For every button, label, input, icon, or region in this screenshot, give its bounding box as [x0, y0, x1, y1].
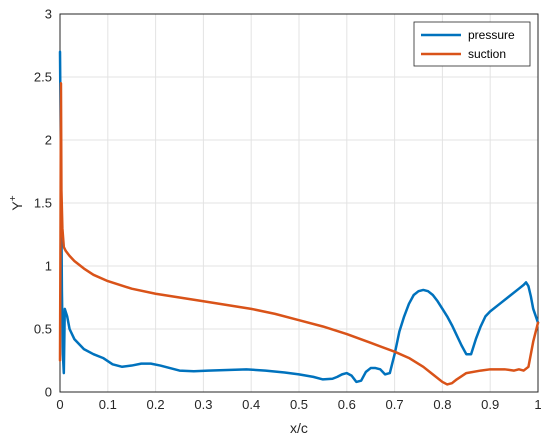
x-tick-label: 0.7 [386, 397, 404, 412]
y-tick-label: 2 [45, 133, 52, 148]
x-tick-label: 1 [534, 397, 541, 412]
x-tick-label: 0.6 [338, 397, 356, 412]
y-tick-label: 0.5 [34, 322, 52, 337]
series-layer [58, 50, 540, 386]
x-tick-label: 0.8 [433, 397, 451, 412]
y-tick-label: 1 [45, 259, 52, 274]
y-axis-label-superscript: + [8, 195, 19, 201]
legend-box [413, 21, 531, 67]
x-tick-label: 0.5 [290, 397, 308, 412]
series-line-pressure [58, 50, 540, 384]
x-tick-label: 0.3 [194, 397, 212, 412]
y-tick-label: 1.5 [34, 196, 52, 211]
legend-label-suction: suction [468, 47, 506, 61]
y-tick-label: 3 [45, 7, 52, 22]
legend: pressure suction [413, 21, 531, 67]
x-tick-label: 0.4 [242, 397, 260, 412]
x-tick-label: 0.2 [147, 397, 165, 412]
series-line-suction [58, 82, 540, 386]
y-axis-ticks: 0 0.5 1 1.5 2 2.5 3 [34, 7, 52, 400]
x-axis-label: x/c [290, 420, 308, 436]
x-axis-ticks: 0 0.1 0.2 0.3 0.4 0.5 0.6 0.7 0.8 0.9 1 [56, 397, 541, 412]
y-axis-label: Y+ [8, 195, 25, 210]
y-axis-label-base: Y [9, 201, 25, 211]
x-tick-label: 0.1 [99, 397, 117, 412]
x-tick-label: 0.9 [481, 397, 499, 412]
grid [59, 13, 539, 393]
y-tick-label: 2.5 [34, 70, 52, 85]
y-tick-label: 0 [45, 385, 52, 400]
x-tick-label: 0 [56, 397, 63, 412]
legend-label-pressure: pressure [468, 28, 515, 42]
